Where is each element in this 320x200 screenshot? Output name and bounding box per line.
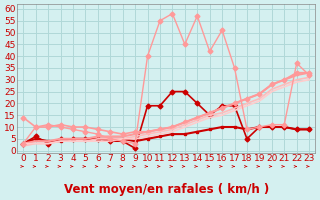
X-axis label: Vent moyen/en rafales ( km/h ): Vent moyen/en rafales ( km/h ) (64, 183, 269, 196)
